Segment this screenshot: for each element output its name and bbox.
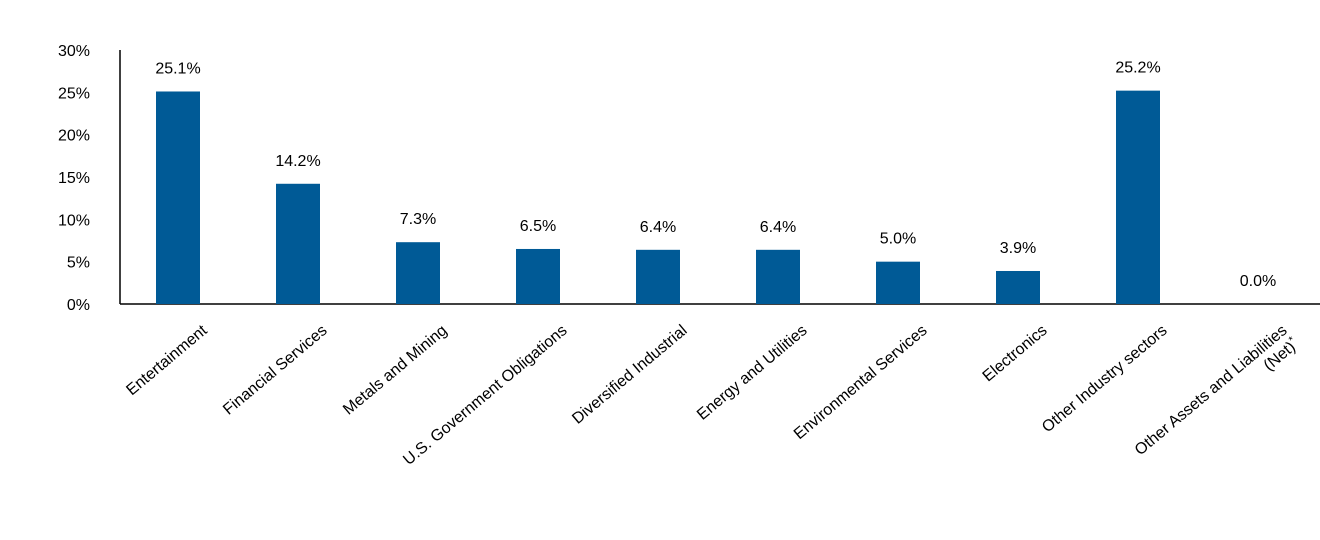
y-tick-label: 25%	[58, 85, 90, 102]
y-tick-label: 30%	[58, 43, 90, 60]
y-tick-label: 0%	[67, 297, 90, 314]
bar	[396, 242, 440, 304]
y-axis-ticks: 0% 5% 10% 15% 20% 25% 30%	[58, 43, 90, 314]
data-label: 25.1%	[155, 60, 200, 77]
category-label: Environmental Services	[791, 322, 931, 443]
bar	[276, 183, 320, 304]
category-label: Energy and Utilities	[694, 322, 811, 424]
bar	[756, 249, 800, 304]
data-label: 3.9%	[1000, 240, 1036, 257]
data-label: 6.5%	[520, 218, 556, 235]
bar	[516, 248, 560, 304]
category-label: Financial Services	[220, 322, 330, 418]
bar	[636, 249, 680, 304]
category-label-line: Financial Services	[220, 322, 330, 418]
category-label: Other Industry sectors	[1039, 322, 1170, 436]
category-label-line: Entertainment	[123, 322, 211, 399]
y-tick-label: 5%	[67, 255, 90, 272]
data-label: 25.2%	[1115, 60, 1160, 77]
data-labels: 25.1% 14.2% 7.3% 6.5% 6.4% 6.4% 5.0% 3.9% 25.2% 0…	[155, 60, 1276, 290]
category-label-line: Other Industry sectors	[1039, 322, 1170, 436]
y-tick-label: 15%	[58, 170, 90, 187]
bar	[1116, 90, 1160, 304]
data-label: 7.3%	[400, 211, 436, 228]
category-label: Electronics	[980, 322, 1051, 385]
data-label: 6.4%	[640, 219, 676, 236]
footnote-marker: *	[1287, 334, 1299, 346]
bar	[156, 91, 200, 304]
data-label: 5.0%	[880, 231, 916, 248]
category-label-line: Energy and Utilities	[694, 322, 811, 424]
category-label-line: Environmental Services	[791, 322, 931, 443]
data-label: 14.2%	[275, 153, 320, 170]
category-label-line: Electronics	[980, 322, 1051, 385]
category-label: Metals and Mining	[340, 322, 450, 418]
category-labels: Entertainment Financial Services Metals an…	[123, 322, 1299, 469]
y-tick-label: 20%	[58, 128, 90, 145]
data-label: 0.0%	[1240, 273, 1276, 290]
bar	[876, 261, 920, 304]
category-label-line: Diversified Industrial	[569, 322, 690, 428]
category-label: Entertainment	[123, 322, 211, 399]
bars	[156, 90, 1160, 304]
y-tick-label: 10%	[58, 212, 90, 229]
bar	[996, 270, 1040, 304]
category-label: Diversified Industrial	[569, 322, 690, 428]
category-label-line: Metals and Mining	[340, 322, 450, 418]
data-label: 6.4%	[760, 219, 796, 236]
